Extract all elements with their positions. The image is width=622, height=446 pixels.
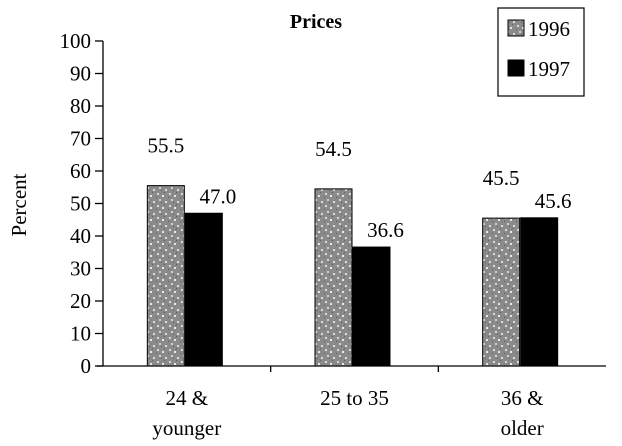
legend-swatch-1996 — [507, 19, 525, 37]
bar-1997-0 — [184, 212, 223, 367]
bar-1996-2 — [482, 217, 521, 367]
data-label-1997-2: 45.6 — [535, 189, 572, 213]
data-label-1997-0: 47.0 — [199, 184, 236, 208]
y-tick-label: 20 — [70, 289, 91, 313]
data-label-1996-0: 55.5 — [147, 134, 184, 158]
legend-label-1996: 1996 — [528, 17, 570, 41]
bar-1996-0 — [146, 185, 185, 367]
bar-1996-1 — [314, 188, 353, 367]
bars — [146, 185, 559, 367]
legend-label-1997: 1997 — [528, 57, 570, 81]
y-tick-label: 30 — [70, 257, 91, 281]
y-tick-label: 40 — [70, 224, 91, 248]
y-tick-label: 10 — [70, 322, 91, 346]
x-tick-label: 25 to 35 — [320, 386, 389, 410]
x-tick-label: older — [501, 416, 544, 440]
x-tick-labels: 24 & younger 25 to 35 36 & older — [152, 386, 543, 440]
bar-1997-2 — [520, 217, 559, 367]
y-tick-label: 70 — [70, 127, 91, 151]
legend: 1996 1997 — [497, 7, 585, 97]
y-tick-label: 80 — [70, 94, 91, 118]
x-tick-label: 24 & — [166, 386, 209, 410]
data-labels: 55.5 47.0 54.5 36.6 45.5 45.6 — [147, 134, 571, 242]
chart-title: Prices — [290, 11, 342, 33]
data-label-1997-1: 36.6 — [367, 218, 404, 242]
x-tick-label: 36 & — [501, 386, 544, 410]
data-label-1996-1: 54.5 — [315, 137, 352, 161]
y-tick-label: 0 — [81, 354, 92, 378]
x-tick-label: younger — [152, 416, 221, 440]
y-tick-label: 50 — [70, 192, 91, 216]
y-axis-label: Percent — [7, 173, 31, 236]
y-tick-label: 60 — [70, 159, 91, 183]
axes: 0 10 20 30 40 50 60 70 80 90 100 — [60, 29, 606, 378]
bar-1997-1 — [352, 246, 391, 367]
legend-swatch-1997 — [507, 59, 525, 77]
y-tick-label: 100 — [60, 29, 92, 53]
y-tick-label: 90 — [70, 62, 91, 86]
data-label-1996-2: 45.5 — [483, 166, 520, 190]
